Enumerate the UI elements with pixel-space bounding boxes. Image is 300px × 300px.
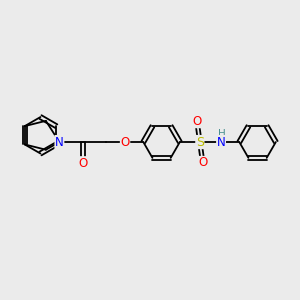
Text: S: S <box>196 136 204 148</box>
Text: O: O <box>120 136 130 148</box>
Text: O: O <box>192 115 202 128</box>
Text: N: N <box>217 136 225 148</box>
Text: O: O <box>198 157 207 169</box>
Text: H: H <box>218 129 226 139</box>
Text: O: O <box>78 157 88 170</box>
Text: N: N <box>55 136 64 148</box>
